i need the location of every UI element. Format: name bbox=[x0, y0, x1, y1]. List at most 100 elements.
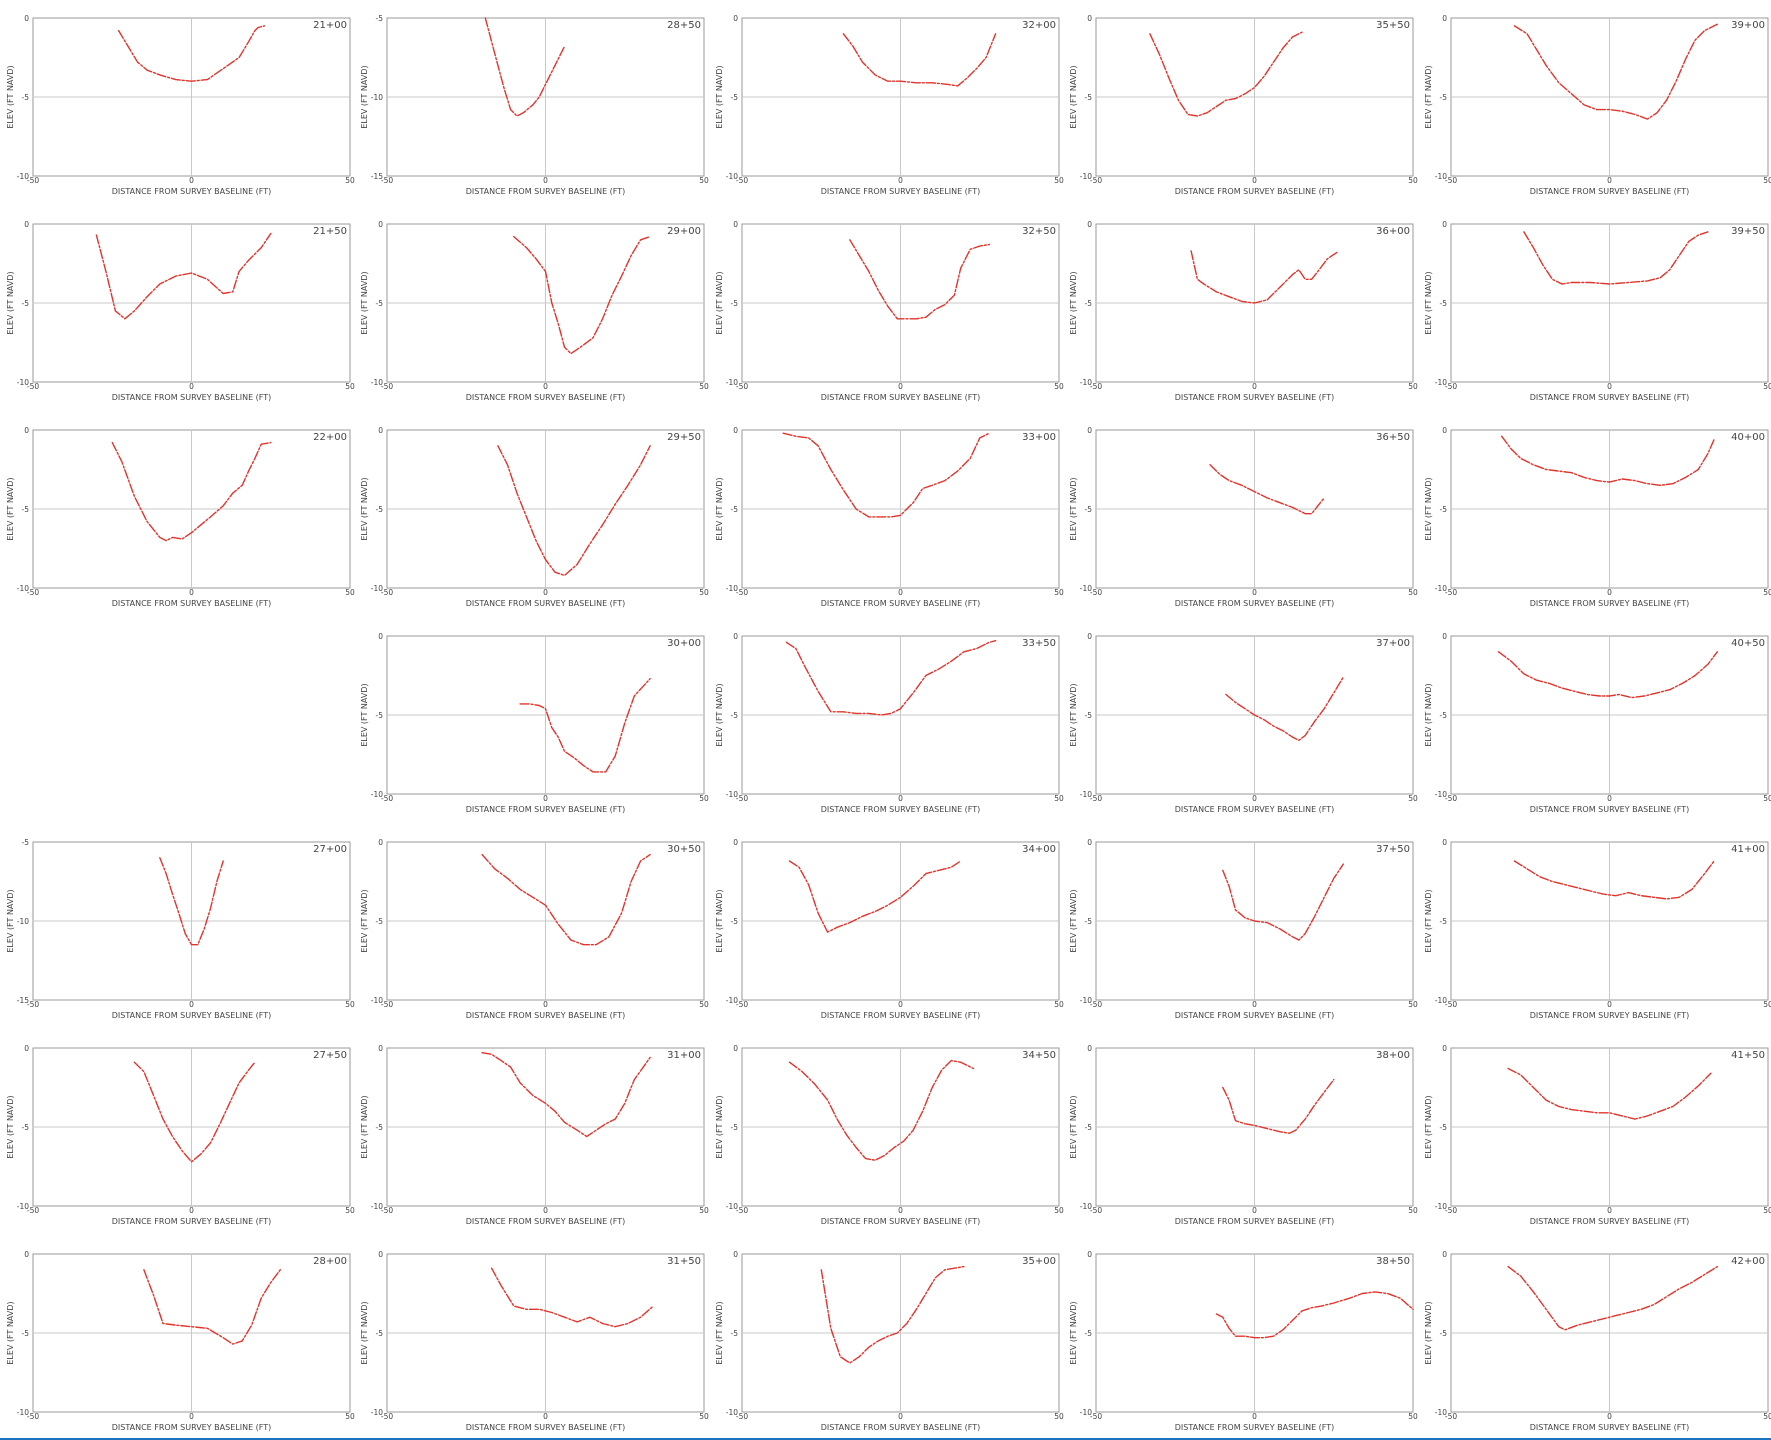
x-tick-label: 50 bbox=[345, 176, 355, 185]
y-tick-label: 0 bbox=[1442, 1250, 1447, 1259]
profile-series-line bbox=[1523, 231, 1709, 285]
profile-series-line bbox=[785, 640, 997, 716]
profile-series-line bbox=[1513, 23, 1718, 120]
y-tick-label: 0 bbox=[378, 1250, 383, 1259]
x-tick-label: 0 bbox=[1607, 382, 1612, 391]
y-tick-label: -10 bbox=[726, 584, 738, 593]
x-tick-label: -50 bbox=[736, 382, 748, 391]
x-tick-label: 0 bbox=[1607, 176, 1612, 185]
y-tick-label: -5 bbox=[731, 299, 739, 308]
y-axis-label: ELEV (FT NAVD) bbox=[6, 1301, 15, 1364]
y-tick-label: -5 bbox=[22, 93, 30, 102]
cross-section-panel: -50 0 50 0 -5 -10 30+50 DISTANCE FROM SURVEY BA… bbox=[360, 838, 709, 1020]
profile-series-line bbox=[788, 860, 962, 933]
y-axis-label: ELEV (FT NAVD) bbox=[715, 889, 724, 952]
x-tick-label: 50 bbox=[1054, 588, 1064, 597]
y-tick-label: 0 bbox=[24, 1044, 29, 1053]
x-tick-label: 50 bbox=[1408, 1000, 1418, 1009]
y-tick-label: 0 bbox=[1087, 632, 1092, 641]
y-tick-label: -5 bbox=[376, 711, 384, 720]
x-tick-label: 50 bbox=[1054, 1412, 1064, 1421]
y-tick-label: -5 bbox=[1085, 917, 1093, 926]
x-tick-label: 50 bbox=[1054, 794, 1064, 803]
profile-series-line bbox=[111, 441, 272, 542]
profile-series-line bbox=[1507, 1265, 1718, 1331]
x-tick-label: -50 bbox=[1090, 588, 1102, 597]
x-tick-label: 0 bbox=[898, 1000, 903, 1009]
y-axis-label: ELEV (FT NAVD) bbox=[1069, 683, 1078, 746]
x-tick-label: 0 bbox=[1607, 794, 1612, 803]
station-label: 33+00 bbox=[1022, 432, 1056, 443]
profile-series-line bbox=[490, 1267, 654, 1328]
y-tick-label: -5 bbox=[1440, 917, 1448, 926]
y-tick-label: -10 bbox=[371, 1202, 383, 1211]
y-tick-label: 0 bbox=[1087, 14, 1092, 23]
y-tick-label: 0 bbox=[1087, 838, 1092, 847]
station-label: 27+00 bbox=[313, 844, 347, 855]
y-tick-label: 0 bbox=[24, 426, 29, 435]
x-tick-label: 0 bbox=[898, 794, 903, 803]
x-tick-label: -50 bbox=[27, 1206, 39, 1215]
y-tick-label: -5 bbox=[1085, 711, 1093, 720]
y-axis-label: ELEV (FT NAVD) bbox=[360, 1301, 369, 1364]
x-tick-label: 0 bbox=[1252, 1000, 1257, 1009]
x-axis-label: DISTANCE FROM SURVEY BASELINE (FT) bbox=[821, 805, 981, 814]
y-axis-label: ELEV (FT NAVD) bbox=[1424, 271, 1433, 334]
profile-series-line bbox=[1497, 651, 1718, 699]
x-tick-label: 50 bbox=[1408, 1412, 1418, 1421]
station-label: 39+00 bbox=[1731, 20, 1765, 31]
y-tick-label: -15 bbox=[371, 172, 383, 181]
cross-section-panel: -50 0 50 0 -5 -10 31+50 DISTANCE FROM SURVEY BA… bbox=[360, 1250, 709, 1432]
x-tick-label: 0 bbox=[189, 588, 194, 597]
profile-series-line bbox=[820, 1265, 965, 1364]
station-label: 30+50 bbox=[667, 844, 701, 855]
station-label: 36+00 bbox=[1376, 226, 1410, 237]
station-label: 34+50 bbox=[1022, 1050, 1056, 1061]
x-tick-label: 0 bbox=[1252, 1412, 1257, 1421]
y-tick-label: -10 bbox=[17, 1202, 29, 1211]
profile-series-line bbox=[481, 853, 651, 946]
x-tick-label: 50 bbox=[1763, 382, 1771, 391]
x-axis-label: DISTANCE FROM SURVEY BASELINE (FT) bbox=[466, 393, 626, 402]
y-tick-label: -10 bbox=[17, 378, 29, 387]
profile-series-line bbox=[1222, 1078, 1335, 1134]
x-tick-label: -50 bbox=[736, 176, 748, 185]
profile-series-line bbox=[782, 432, 990, 518]
x-tick-label: -50 bbox=[1445, 382, 1457, 391]
x-tick-label: -50 bbox=[736, 588, 748, 597]
y-tick-label: -5 bbox=[731, 917, 739, 926]
x-tick-label: -50 bbox=[27, 1412, 39, 1421]
x-axis-label: DISTANCE FROM SURVEY BASELINE (FT) bbox=[821, 1423, 981, 1432]
x-tick-label: 50 bbox=[1763, 794, 1771, 803]
y-tick-label: -5 bbox=[1440, 1123, 1448, 1132]
x-tick-label: 0 bbox=[543, 794, 548, 803]
y-tick-label: -5 bbox=[376, 14, 384, 23]
y-tick-label: -10 bbox=[1080, 1408, 1092, 1417]
profile-series-line bbox=[513, 235, 651, 355]
cross-section-panel: -50 0 50 0 -5 -10 41+00 DISTANCE FROM SURVEY BA… bbox=[1424, 838, 1771, 1020]
x-tick-label: 50 bbox=[345, 1412, 355, 1421]
station-label: 35+50 bbox=[1376, 20, 1410, 31]
x-tick-label: 0 bbox=[1252, 382, 1257, 391]
y-tick-label: -5 bbox=[1440, 711, 1448, 720]
x-tick-label: 0 bbox=[1252, 176, 1257, 185]
y-axis-label: ELEV (FT NAVD) bbox=[360, 271, 369, 334]
x-tick-label: 50 bbox=[1763, 1412, 1771, 1421]
y-tick-label: -5 bbox=[376, 917, 384, 926]
cross-section-panel: -50 0 50 0 -5 -10 39+50 DISTANCE FROM SURVEY BA… bbox=[1424, 220, 1771, 402]
y-tick-label: -10 bbox=[371, 1408, 383, 1417]
x-axis-label: DISTANCE FROM SURVEY BASELINE (FT) bbox=[1530, 1011, 1690, 1020]
x-axis-label: DISTANCE FROM SURVEY BASELINE (FT) bbox=[1530, 393, 1690, 402]
y-tick-label: -5 bbox=[376, 1123, 384, 1132]
y-axis-label: ELEV (FT NAVD) bbox=[715, 65, 724, 128]
cross-section-panel: -50 0 50 0 -5 -10 40+50 DISTANCE FROM SURVEY BA… bbox=[1424, 632, 1771, 814]
y-tick-label: -5 bbox=[376, 299, 384, 308]
profile-series-line bbox=[849, 239, 990, 320]
x-tick-label: -50 bbox=[1090, 1000, 1102, 1009]
profile-series-line bbox=[159, 857, 224, 946]
x-tick-label: 0 bbox=[898, 1206, 903, 1215]
x-tick-label: -50 bbox=[27, 382, 39, 391]
x-tick-label: -50 bbox=[381, 176, 393, 185]
x-axis-label: DISTANCE FROM SURVEY BASELINE (FT) bbox=[112, 187, 272, 196]
y-tick-label: 0 bbox=[1087, 1044, 1092, 1053]
